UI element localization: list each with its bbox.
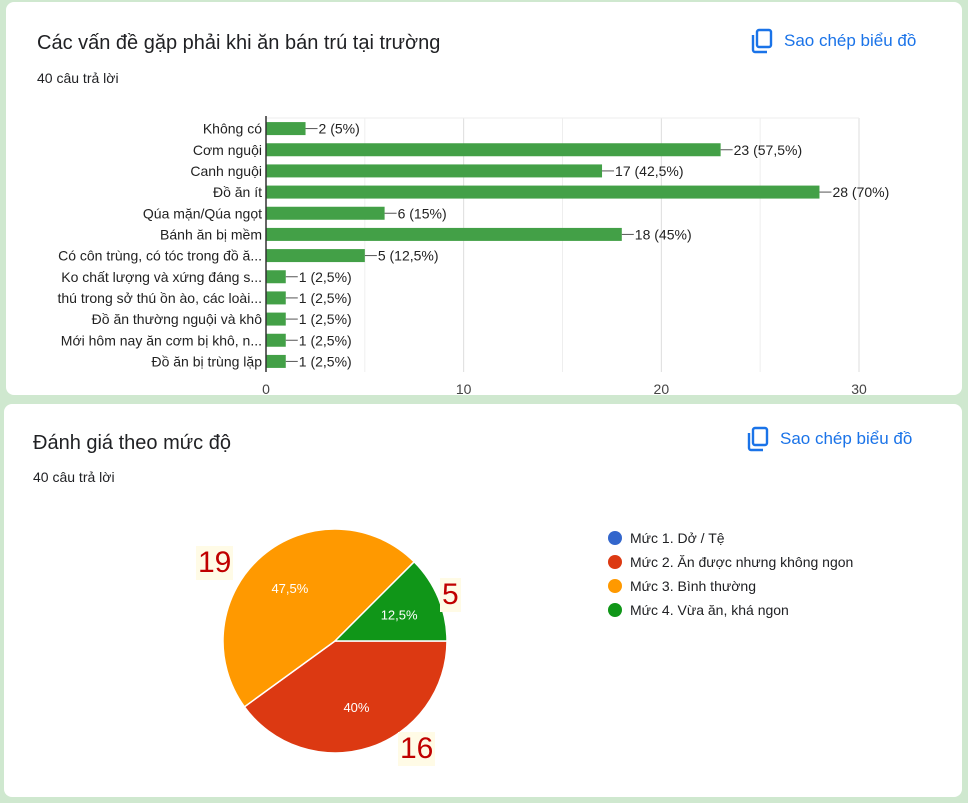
bar [266,354,286,368]
category-label: Đồ ăn ít [213,184,262,200]
data-label: 28 (70%) [832,184,889,200]
legend-label: Mức 4. Vừa ăn, khá ngon [630,602,789,618]
category-label: Mới hôm nay ăn cơm bị khô, n... [61,332,262,348]
pie-legend: Mức 1. Dở / Tệ Mức 2. Ăn được nhưng không… [608,526,853,622]
bar [266,164,603,178]
category-label: Ko chất lượng và xứng đáng s... [61,269,262,285]
response-count: 40 câu trả lời [33,469,115,485]
category-label: Đồ ăn thường nguội và khô [92,311,263,327]
data-label: 6 (15%) [398,205,447,221]
bar [266,122,306,136]
bar [266,185,820,199]
bar [266,227,622,241]
category-label: thú trong sở thú ồn ào, các loài... [57,290,262,306]
bar [266,249,365,263]
category-label: Đồ ăn bị trùng lặp [151,353,262,369]
category-label: Không có [203,121,262,137]
category-label: Bánh ăn bị mềm [160,226,262,242]
chart-title: Đánh giá theo mức độ [33,432,231,454]
category-label: Cơm nguội [193,142,262,158]
data-label: 1 (2,5%) [299,353,352,369]
copy-chart-button[interactable]: Sao chép biểu đồ [746,426,912,452]
x-tick-label: 20 [654,381,670,395]
bar [266,270,286,284]
category-label: Canh nguội [190,163,262,179]
legend-item: Mức 1. Dở / Tệ [608,526,853,550]
copy-icon [751,28,773,54]
data-label: 2 (5%) [319,121,360,137]
data-label: 1 (2,5%) [299,311,352,327]
data-label: 23 (57,5%) [734,142,802,158]
bar [266,206,385,220]
data-label: 5 (12,5%) [378,248,439,264]
data-label: 17 (42,5%) [615,163,683,179]
copy-chart-button[interactable]: Sao chép biểu đồ [750,28,916,54]
legend-swatch [608,531,622,545]
pie-chart-card: Đánh giá theo mức độ 40 câu trả lời Sao … [4,404,962,797]
category-label: Có côn trùng, có tóc trong đồ ă... [58,248,262,264]
copy-chart-label: Sao chép biểu đồ [784,31,917,50]
legend-label: Mức 2. Ăn được nhưng không ngon [630,554,854,570]
data-label: 1 (2,5%) [299,290,352,306]
data-label: 1 (2,5%) [299,332,352,348]
legend-label: Mức 1. Dở / Tệ [630,530,725,546]
legend-item: Mức 4. Vừa ăn, khá ngon [608,598,853,622]
bar-chart: 0 10 20 30 Không có 2 (5%) Cơm nguội 23 (57,5%)… [57,116,889,395]
chart-title: Các vấn đề gặp phải khi ăn bán trú tại t… [37,32,441,54]
x-tick-label: 30 [851,381,867,395]
x-tick-label: 10 [456,381,472,395]
data-label: 1 (2,5%) [299,269,352,285]
legend-label: Mức 3. Bình thường [630,578,756,594]
annotation-16: 16 [398,732,436,766]
x-tick-label: 0 [262,381,270,395]
bar-chart-card: Các vấn đề gặp phải khi ăn bán trú tại t… [6,2,962,395]
response-count: 40 câu trả lời [37,70,119,86]
legend-swatch [608,555,622,569]
bar [266,312,286,326]
legend-swatch [608,579,622,593]
legend-item: Mức 3. Bình thường [608,574,853,598]
bar [266,143,721,157]
copy-chart-label: Sao chép biểu đồ [780,429,913,448]
annotation-5: 5 [440,578,461,612]
legend-item: Mức 2. Ăn được nhưng không ngon [608,550,853,574]
annotation-19: 19 [196,546,234,580]
category-label: Qúa mặn/Qúa ngọt [143,205,262,221]
copy-icon [747,426,769,452]
bar [266,291,286,305]
bar [266,333,286,347]
data-label: 18 (45%) [635,226,692,242]
legend-swatch [608,603,622,617]
